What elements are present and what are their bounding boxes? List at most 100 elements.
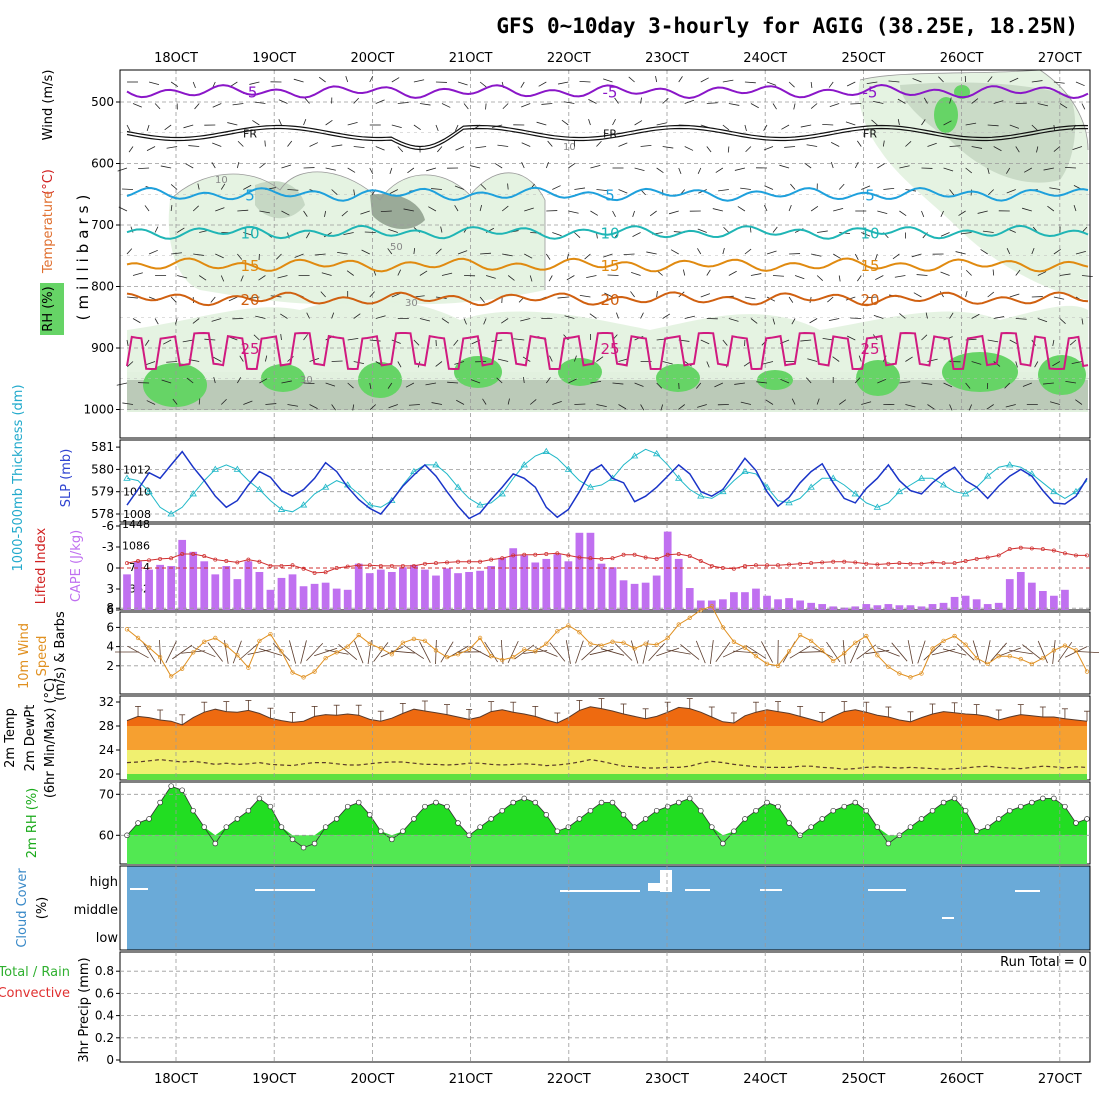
cape-bar bbox=[365, 573, 374, 610]
wind-barb bbox=[712, 208, 723, 212]
wind-barb bbox=[568, 162, 576, 169]
wind-barb bbox=[303, 118, 307, 126]
wind-barb bbox=[992, 269, 995, 276]
wind-barb bbox=[347, 167, 356, 173]
li-point bbox=[136, 559, 140, 563]
rh2m-point bbox=[675, 799, 682, 806]
wind-barb bbox=[507, 640, 519, 664]
rh2m-point bbox=[576, 816, 583, 822]
wind-barb bbox=[618, 404, 627, 410]
wind-barb bbox=[171, 252, 182, 255]
wind-barb bbox=[590, 380, 602, 384]
rh2m-point bbox=[400, 828, 406, 834]
wind-barb bbox=[501, 205, 509, 212]
wind-barb bbox=[1043, 167, 1054, 171]
precip-legend-convective: Convective bbox=[0, 986, 70, 1001]
x-tick-label-bottom: 21OCT bbox=[449, 1072, 493, 1087]
rh2m-point bbox=[874, 824, 881, 830]
wind-speed-point bbox=[168, 674, 174, 679]
rh2m-point bbox=[367, 812, 373, 818]
wind-barb bbox=[764, 185, 774, 190]
wind-speed-point bbox=[213, 635, 218, 641]
wind-speed-point bbox=[577, 630, 582, 635]
wind-barb bbox=[830, 142, 840, 147]
wind-barb bbox=[391, 77, 400, 83]
wind-barb bbox=[1037, 318, 1048, 323]
wind-barb bbox=[252, 120, 260, 126]
wind-barb bbox=[305, 232, 310, 239]
wind-barb bbox=[579, 80, 591, 83]
wind-speed-point bbox=[323, 655, 328, 661]
wind-speed-point bbox=[235, 653, 240, 658]
wind-barb bbox=[1031, 80, 1043, 83]
wind-barb bbox=[630, 640, 639, 664]
wind-barb bbox=[894, 275, 906, 278]
wind-barb bbox=[750, 273, 762, 276]
wind-speed-point bbox=[643, 641, 648, 646]
wind-barb bbox=[128, 146, 134, 153]
y-axis-label-li: Lifted Index bbox=[34, 527, 49, 604]
wind-barb bbox=[259, 210, 270, 214]
wind-barb bbox=[148, 81, 160, 86]
wind-barb bbox=[126, 339, 129, 347]
temp-band-orange bbox=[127, 726, 1087, 750]
wind-barb bbox=[456, 399, 465, 405]
wind-barb bbox=[942, 648, 967, 656]
cape-bar bbox=[211, 574, 220, 610]
wind-barb bbox=[318, 76, 326, 83]
wind-barb bbox=[1069, 339, 1077, 346]
wind-barb bbox=[369, 167, 374, 174]
li-point bbox=[389, 563, 394, 568]
wind-barb bbox=[614, 643, 633, 661]
x-tick-label-top: 21OCT bbox=[449, 51, 493, 66]
wind-speed-point bbox=[764, 661, 770, 667]
wind-barb bbox=[479, 81, 487, 88]
rh-shade-green bbox=[934, 97, 958, 133]
wind-barb bbox=[882, 140, 885, 147]
wind-barb bbox=[1059, 103, 1068, 109]
wind-barb bbox=[387, 382, 393, 389]
wind-barb bbox=[1009, 339, 1018, 345]
wind-barb bbox=[369, 382, 372, 390]
wind-barb bbox=[469, 165, 481, 169]
wind-speed-point bbox=[875, 653, 880, 658]
wind-barb bbox=[353, 97, 359, 104]
wind-speed-point bbox=[466, 647, 472, 652]
rh2m-point bbox=[742, 816, 748, 822]
y-axis-label-temp: 2m Temp bbox=[3, 708, 18, 768]
x-tick-label-bottom: 25OCT bbox=[842, 1072, 886, 1087]
wind-barb bbox=[227, 122, 238, 126]
wind-barb bbox=[182, 339, 194, 343]
wind-barb bbox=[828, 318, 840, 322]
wind-barb bbox=[604, 292, 613, 298]
isotherm-label: 15 bbox=[600, 257, 619, 275]
wind-speed-point bbox=[919, 671, 924, 676]
rh-shade-green bbox=[856, 360, 900, 396]
cape-bar bbox=[134, 561, 142, 610]
wind-speed-point bbox=[610, 639, 615, 644]
wind-speed-point bbox=[544, 641, 549, 646]
wind-barb bbox=[745, 645, 767, 659]
wind-barb bbox=[607, 274, 619, 276]
wind-barb bbox=[1049, 401, 1061, 405]
wind-barb bbox=[237, 209, 249, 212]
isotherm-label: 15 bbox=[860, 257, 879, 275]
thickness-point bbox=[123, 474, 131, 481]
wind-barb bbox=[232, 640, 242, 664]
wind-barb bbox=[634, 120, 643, 126]
rh2m-point bbox=[532, 799, 539, 806]
wind-barb bbox=[220, 398, 227, 405]
rh2m-point bbox=[521, 795, 527, 802]
wind-barb bbox=[877, 378, 887, 384]
wind-barb bbox=[207, 642, 223, 662]
wind-barb bbox=[723, 226, 730, 233]
rh2m-point bbox=[267, 803, 274, 810]
wind-barb bbox=[990, 642, 1007, 662]
wind-barb bbox=[632, 210, 635, 218]
wind-barb bbox=[1075, 399, 1083, 405]
x-tick-label-bottom: 19OCT bbox=[252, 1072, 296, 1087]
thickness-point bbox=[763, 483, 771, 490]
rh2m-point bbox=[344, 803, 351, 810]
li-point bbox=[511, 553, 516, 558]
wind-barb bbox=[982, 230, 994, 233]
